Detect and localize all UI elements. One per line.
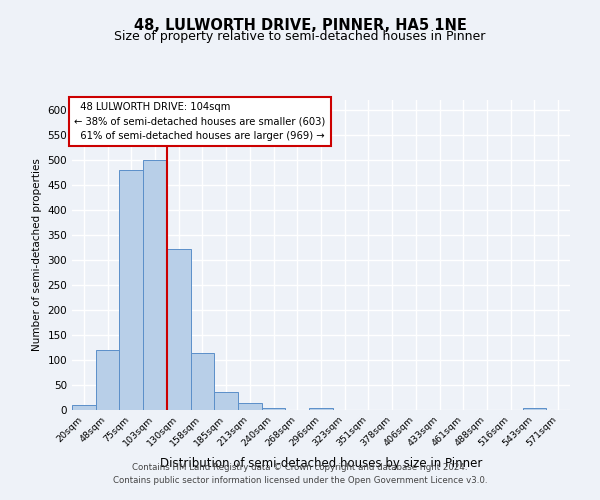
Bar — [214, 392, 238, 410]
Bar — [119, 170, 143, 410]
Text: Contains public sector information licensed under the Open Government Licence v3: Contains public sector information licen… — [113, 476, 487, 485]
Bar — [72, 405, 96, 410]
Bar — [262, 408, 286, 410]
Text: 48, LULWORTH DRIVE, PINNER, HA5 1NE: 48, LULWORTH DRIVE, PINNER, HA5 1NE — [134, 18, 466, 32]
Bar — [238, 402, 262, 410]
Y-axis label: Number of semi-detached properties: Number of semi-detached properties — [32, 158, 42, 352]
Text: Contains HM Land Registry data © Crown copyright and database right 2024.: Contains HM Land Registry data © Crown c… — [132, 464, 468, 472]
Bar — [309, 408, 333, 410]
X-axis label: Distribution of semi-detached houses by size in Pinner: Distribution of semi-detached houses by … — [160, 457, 482, 470]
Bar — [523, 408, 546, 410]
Bar — [96, 350, 119, 410]
Text: 48 LULWORTH DRIVE: 104sqm  
← 38% of semi-detached houses are smaller (603)
  61: 48 LULWORTH DRIVE: 104sqm ← 38% of semi-… — [74, 102, 326, 141]
Bar — [167, 249, 191, 410]
Bar — [191, 352, 214, 410]
Bar — [143, 160, 167, 410]
Text: Size of property relative to semi-detached houses in Pinner: Size of property relative to semi-detach… — [115, 30, 485, 43]
